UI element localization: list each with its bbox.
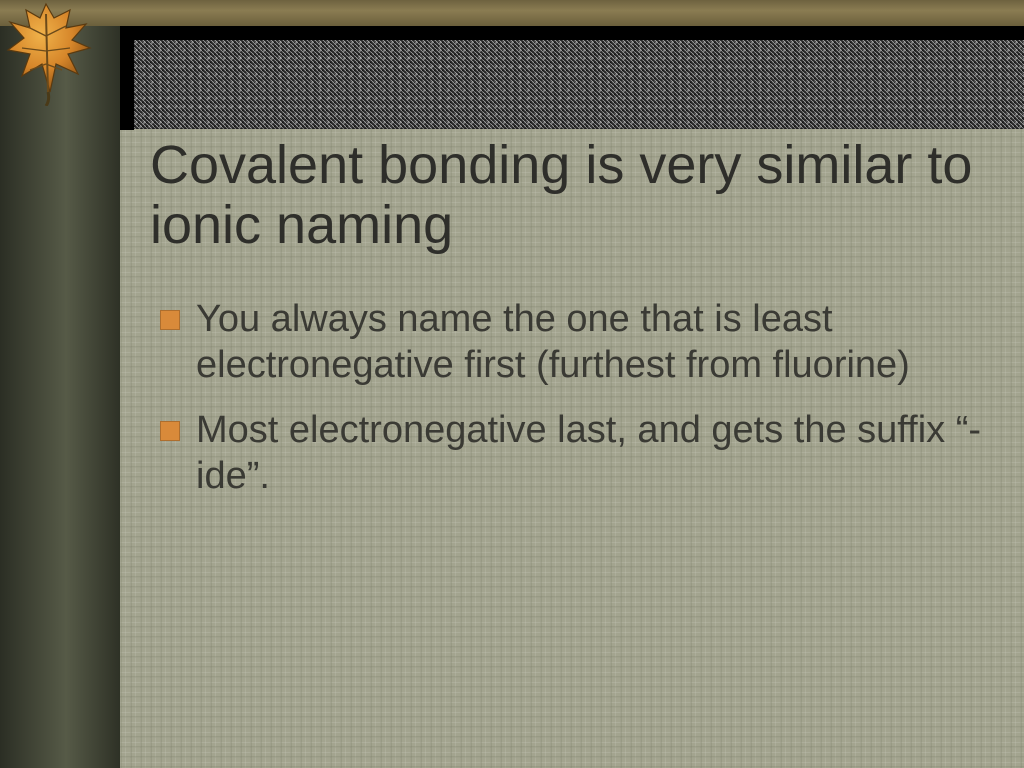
- content-area: Covalent bonding is very similar to ioni…: [150, 135, 1000, 517]
- bullet-square-icon: [160, 421, 180, 441]
- frame-top: [120, 26, 1024, 40]
- bullet-item: Most electronegative last, and gets the …: [160, 407, 1000, 500]
- maple-leaf-icon: [0, 0, 96, 106]
- bullet-square-icon: [160, 310, 180, 330]
- bullet-text: You always name the one that is least el…: [196, 298, 910, 386]
- frame-left: [120, 26, 134, 130]
- top-decorative-band: [0, 0, 1024, 28]
- slide-title: Covalent bonding is very similar to ioni…: [150, 135, 1000, 256]
- bullet-item: You always name the one that is least el…: [160, 296, 1000, 389]
- bullet-text: Most electronegative last, and gets the …: [196, 409, 981, 497]
- noise-decorative-band: [134, 40, 1024, 129]
- left-decorative-column: [0, 26, 120, 768]
- slide: Covalent bonding is very similar to ioni…: [0, 0, 1024, 768]
- bullet-list: You always name the one that is least el…: [160, 296, 1000, 499]
